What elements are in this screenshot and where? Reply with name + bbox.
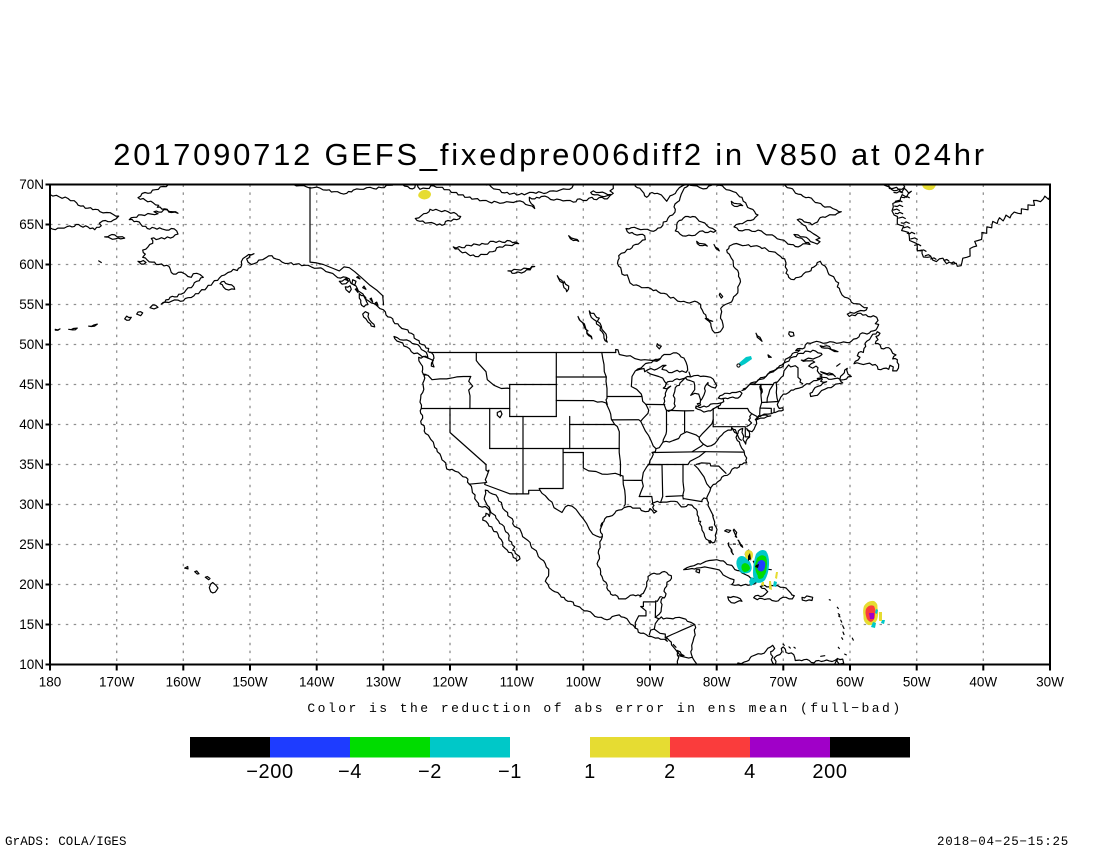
- svg-text:10N: 10N: [19, 657, 44, 672]
- svg-text:2018−04−25−15:25: 2018−04−25−15:25: [937, 835, 1069, 849]
- svg-text:20N: 20N: [19, 577, 44, 592]
- svg-text:−4: −4: [338, 761, 362, 783]
- svg-text:100W: 100W: [566, 675, 602, 690]
- svg-text:GrADS: COLA/IGES: GrADS: COLA/IGES: [5, 835, 127, 849]
- svg-text:160W: 160W: [166, 675, 202, 690]
- svg-text:30N: 30N: [19, 497, 44, 512]
- svg-text:2017090712 GEFS_fixedpre006dif: 2017090712 GEFS_fixedpre006diff2 in V850…: [113, 137, 987, 172]
- svg-text:60N: 60N: [19, 257, 44, 272]
- svg-text:45N: 45N: [19, 377, 44, 392]
- svg-text:30W: 30W: [1036, 675, 1064, 690]
- svg-text:200: 200: [812, 761, 847, 783]
- svg-text:70W: 70W: [769, 675, 797, 690]
- svg-text:50N: 50N: [19, 337, 44, 352]
- svg-text:70N: 70N: [19, 177, 44, 192]
- svg-text:130W: 130W: [366, 675, 402, 690]
- svg-text:90W: 90W: [636, 675, 664, 690]
- svg-text:50W: 50W: [903, 675, 931, 690]
- svg-text:−200: −200: [246, 761, 293, 783]
- svg-text:40N: 40N: [19, 417, 44, 432]
- svg-text:55N: 55N: [19, 297, 44, 312]
- svg-text:Color is the reduction of abs: Color is the reduction of abs error in e…: [307, 701, 902, 716]
- svg-text:80W: 80W: [703, 675, 731, 690]
- svg-text:140W: 140W: [299, 675, 335, 690]
- svg-text:170W: 170W: [99, 675, 135, 690]
- svg-text:40W: 40W: [969, 675, 997, 690]
- svg-text:1: 1: [584, 761, 596, 783]
- svg-text:15N: 15N: [19, 617, 44, 632]
- svg-text:2: 2: [664, 761, 676, 783]
- svg-text:120W: 120W: [432, 675, 468, 690]
- svg-text:35N: 35N: [19, 457, 44, 472]
- svg-text:−1: −1: [498, 761, 522, 783]
- svg-text:−2: −2: [418, 761, 442, 783]
- svg-text:4: 4: [744, 761, 756, 783]
- svg-text:150W: 150W: [232, 675, 268, 690]
- svg-text:110W: 110W: [500, 675, 535, 690]
- svg-text:65N: 65N: [19, 217, 44, 232]
- svg-text:25N: 25N: [19, 537, 44, 552]
- svg-text:180: 180: [39, 675, 62, 690]
- svg-text:60W: 60W: [836, 675, 864, 690]
